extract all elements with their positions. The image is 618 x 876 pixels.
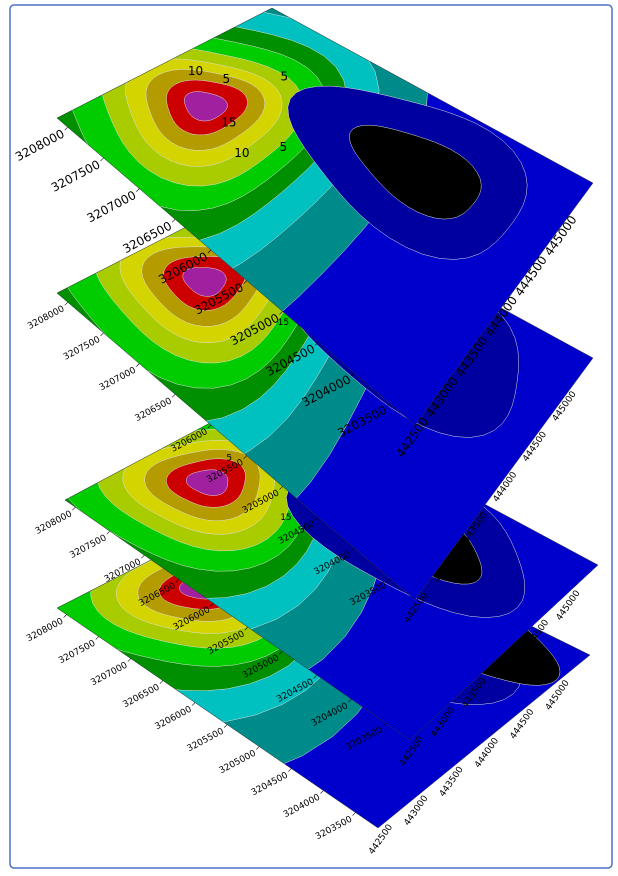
northing-label: 3205000 [218,749,258,777]
tick-mark [65,302,68,305]
northing-label: 3204500 [250,771,290,799]
tick-mark [107,531,110,534]
tick-mark [160,681,163,684]
northing-label: 3207500 [62,335,102,363]
northing-label: 3204000 [282,793,322,821]
northing-label: 3207500 [57,639,97,667]
tick-mark [172,394,175,397]
tick-mark [101,158,104,161]
tick-mark [136,364,139,367]
northing-label: 3206500 [134,396,174,424]
contour-label: 15 [280,513,291,523]
northing-label: 3207000 [89,661,129,689]
contour-label: 5 [280,140,288,154]
tick-mark [353,813,356,816]
tick-mark [65,127,68,130]
northing-label: 3206000 [154,705,194,733]
northing-label: 3205500 [186,727,226,755]
tick-mark [128,659,131,662]
northing-label: 3208000 [26,304,66,332]
northing-label: 3208000 [34,509,74,537]
tick-mark [72,507,75,510]
tick-mark [96,637,99,640]
northing-label: 3203500 [314,815,354,843]
page: {"layers": [ {"northing_labels": [320800… [0,0,618,872]
tick-mark [172,219,175,222]
northing-label: 3206500 [121,683,161,711]
northing-label: 3208000 [25,617,65,645]
tick-mark [141,555,144,558]
tick-mark [101,333,104,336]
northing-label: 3208000 [13,127,67,164]
northing-label: 3207000 [85,188,139,225]
easting-label: 442500 [367,823,395,857]
northing-label: 3207500 [49,157,103,194]
tick-mark [256,747,259,750]
contour-label: 5 [280,70,288,84]
tick-mark [320,791,323,794]
contour-label: 15 [221,115,236,129]
contour-label: 10 [188,64,203,78]
tick-mark [64,615,67,618]
contour-label: 5 [222,72,230,86]
contour-label: 10 [234,146,249,160]
northing-label: 3207000 [98,366,138,394]
tick-mark [192,703,195,706]
tick-mark [136,189,139,192]
stacked-contour-map: 5103208000320750032070003206500320600032… [0,0,618,872]
tick-mark [288,769,291,772]
northing-label: 3207500 [68,533,108,561]
tick-mark [224,725,227,728]
